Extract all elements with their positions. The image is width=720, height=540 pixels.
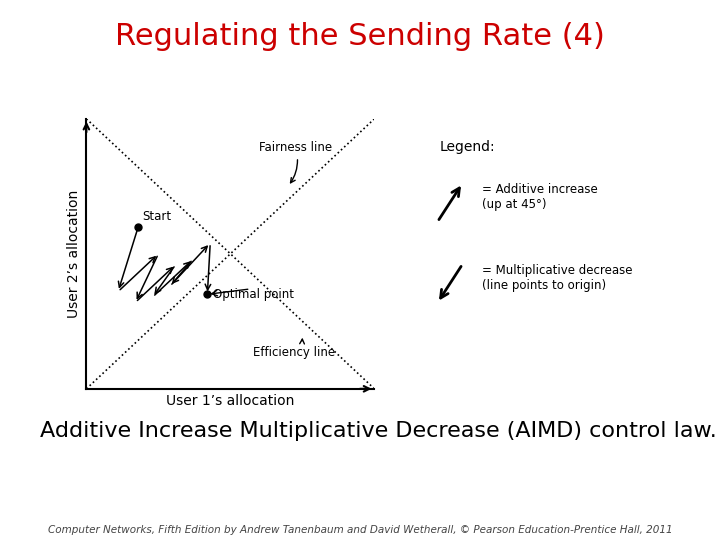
Text: Fairness line: Fairness line [259, 141, 333, 183]
Text: Efficiency line: Efficiency line [253, 339, 336, 360]
Text: Additive Increase Multiplicative Decrease (AIMD) control law.: Additive Increase Multiplicative Decreas… [40, 421, 716, 441]
Text: Optimal point: Optimal point [213, 288, 294, 301]
Text: Start: Start [143, 210, 171, 223]
Text: Computer Networks, Fifth Edition by Andrew Tanenbaum and David Wetherall, © Pear: Computer Networks, Fifth Edition by Andr… [48, 524, 672, 535]
Text: = Additive increase
(up at 45°): = Additive increase (up at 45°) [482, 183, 598, 211]
Text: Legend:: Legend: [439, 140, 495, 154]
X-axis label: User 1’s allocation: User 1’s allocation [166, 394, 294, 408]
Text: Regulating the Sending Rate (4): Regulating the Sending Rate (4) [115, 22, 605, 51]
Y-axis label: User 2’s allocation: User 2’s allocation [67, 190, 81, 318]
Text: = Multiplicative decrease
(line points to origin): = Multiplicative decrease (line points t… [482, 264, 633, 292]
